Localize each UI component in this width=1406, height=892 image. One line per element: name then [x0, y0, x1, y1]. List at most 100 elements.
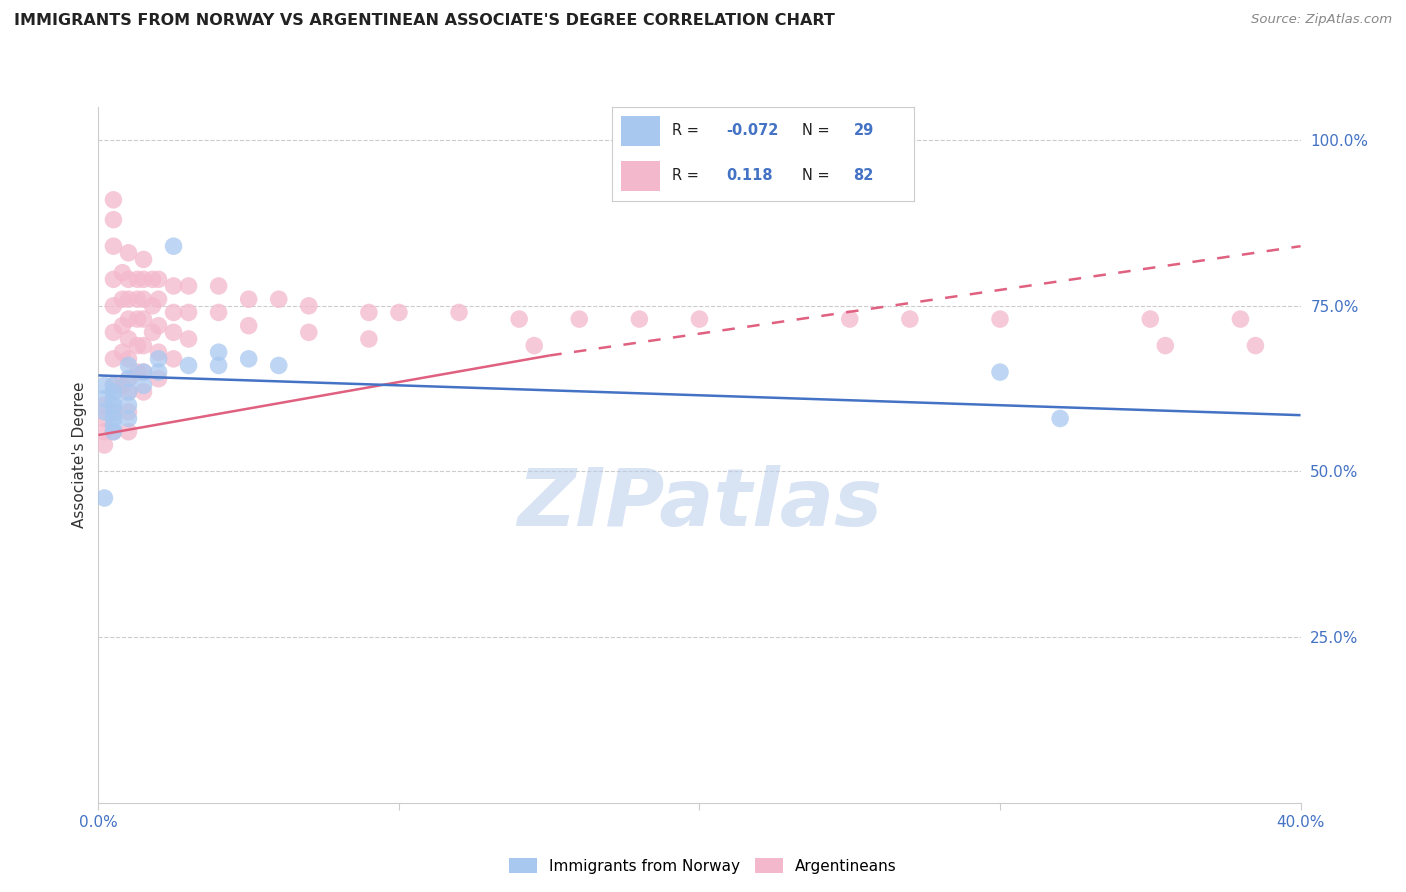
Point — [357, 305, 380, 319]
Point — [111, 292, 134, 306]
Point — [127, 272, 149, 286]
Point — [148, 351, 170, 366]
Point — [238, 292, 260, 306]
Point — [162, 305, 184, 319]
Point — [103, 299, 125, 313]
Point — [93, 405, 115, 419]
Point — [148, 372, 170, 386]
Point — [103, 425, 125, 439]
Point — [148, 345, 170, 359]
Point — [103, 425, 125, 439]
Point — [298, 326, 321, 340]
Point — [1244, 338, 1267, 352]
Point — [132, 272, 155, 286]
Point — [508, 312, 530, 326]
Point — [127, 365, 149, 379]
Point — [132, 252, 155, 267]
Point — [628, 312, 651, 326]
Point — [111, 266, 134, 280]
Point — [117, 359, 139, 373]
Point — [117, 245, 139, 260]
Point — [132, 378, 155, 392]
Point — [208, 279, 231, 293]
Point — [103, 411, 125, 425]
Point — [117, 332, 139, 346]
Point — [103, 378, 125, 392]
Point — [148, 292, 170, 306]
Point — [208, 305, 231, 319]
Point — [127, 312, 149, 326]
Point — [208, 359, 231, 373]
Point — [117, 372, 139, 386]
Point — [689, 312, 711, 326]
Point — [267, 292, 290, 306]
FancyBboxPatch shape — [620, 161, 659, 191]
Point — [117, 411, 139, 425]
Point — [93, 392, 115, 406]
Point — [127, 338, 149, 352]
Text: R =: R = — [672, 123, 703, 138]
Legend: Immigrants from Norway, Argentineans: Immigrants from Norway, Argentineans — [503, 852, 903, 880]
Text: 82: 82 — [853, 169, 873, 184]
Point — [117, 405, 139, 419]
Point — [93, 425, 115, 439]
Point — [117, 272, 139, 286]
Point — [117, 372, 139, 386]
Point — [267, 359, 290, 373]
Text: -0.072: -0.072 — [727, 123, 779, 138]
Point — [1229, 312, 1251, 326]
Point — [103, 398, 125, 412]
Point — [238, 318, 260, 333]
Point — [568, 312, 591, 326]
Point — [1049, 411, 1071, 425]
Point — [132, 365, 155, 379]
Point — [838, 312, 860, 326]
Text: N =: N = — [801, 169, 834, 184]
Point — [177, 279, 200, 293]
Point — [117, 351, 139, 366]
Point — [117, 425, 139, 439]
Point — [148, 272, 170, 286]
Point — [103, 326, 125, 340]
Point — [103, 193, 125, 207]
Point — [141, 326, 163, 340]
Point — [93, 438, 115, 452]
Point — [1154, 338, 1177, 352]
Point — [111, 318, 134, 333]
Point — [132, 312, 155, 326]
Point — [162, 279, 184, 293]
Point — [103, 405, 125, 419]
Point — [298, 299, 321, 313]
Text: N =: N = — [801, 123, 834, 138]
Point — [132, 292, 155, 306]
Point — [93, 378, 115, 392]
Point — [93, 411, 115, 425]
Point — [177, 332, 200, 346]
Point — [988, 365, 1011, 379]
Point — [141, 299, 163, 313]
Point — [1139, 312, 1161, 326]
Point — [898, 312, 921, 326]
Point — [117, 384, 139, 399]
Point — [238, 351, 260, 366]
Point — [208, 345, 231, 359]
Point — [132, 384, 155, 399]
Point — [117, 292, 139, 306]
Point — [162, 239, 184, 253]
Point — [111, 345, 134, 359]
Point — [132, 365, 155, 379]
Point — [103, 378, 125, 392]
Text: Source: ZipAtlas.com: Source: ZipAtlas.com — [1251, 13, 1392, 27]
Y-axis label: Associate's Degree: Associate's Degree — [72, 382, 87, 528]
Point — [103, 272, 125, 286]
Point — [103, 212, 125, 227]
Point — [127, 292, 149, 306]
Point — [117, 312, 139, 326]
Point — [132, 338, 155, 352]
Text: ZIPatlas: ZIPatlas — [517, 465, 882, 542]
Point — [177, 359, 200, 373]
Point — [388, 305, 411, 319]
Point — [357, 332, 380, 346]
Point — [141, 272, 163, 286]
Text: 29: 29 — [853, 123, 873, 138]
